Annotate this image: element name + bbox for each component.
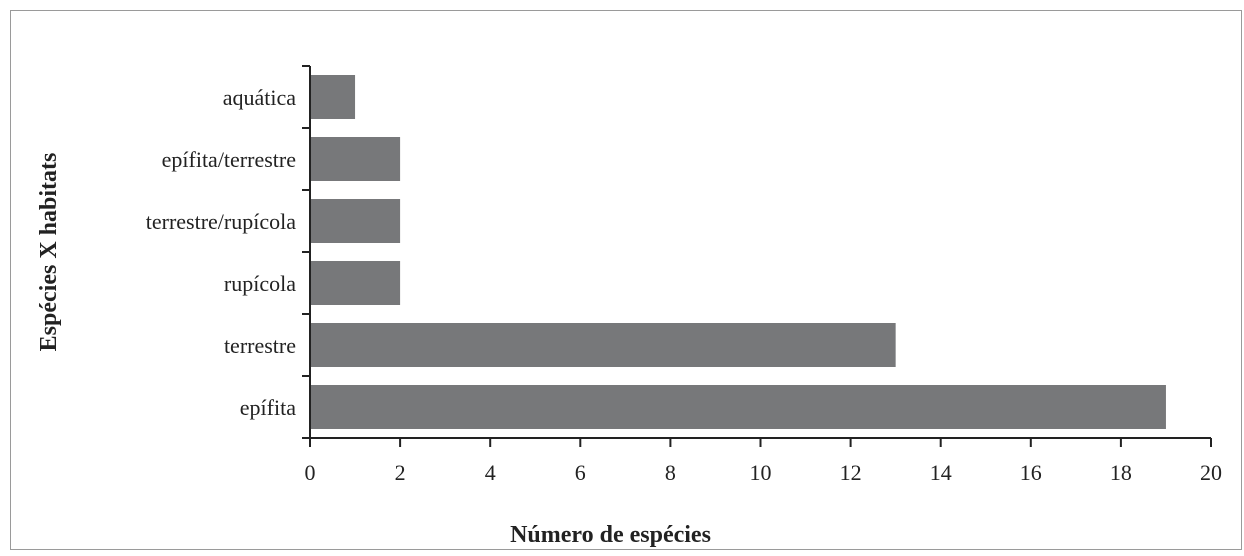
- x-tick-label: 18: [1110, 460, 1132, 485]
- x-tick-label: 16: [1020, 460, 1042, 485]
- y-tick-label: terrestre: [224, 333, 296, 358]
- y-tick-label: rupícola: [224, 271, 296, 296]
- y-axis-title: Espécies X habitats: [36, 153, 62, 352]
- x-axis-title: Número de espécies: [510, 522, 711, 548]
- bar-rup-cola: [310, 261, 401, 305]
- x-tick-label: 20: [1200, 460, 1222, 485]
- x-tick-label: 6: [575, 460, 586, 485]
- x-tick-label: 8: [665, 460, 676, 485]
- x-tick-label: 0: [305, 460, 316, 485]
- bar-ep-fita-terrestre: [310, 137, 401, 181]
- y-tick-label: epífita: [240, 395, 296, 420]
- y-tick-label: aquática: [223, 85, 297, 110]
- bar-aqu-tica: [310, 75, 356, 119]
- chart-frame: [10, 10, 1242, 550]
- x-tick-label: 12: [840, 460, 862, 485]
- x-tick-label: 4: [485, 460, 496, 485]
- bar-terrestre-rup-cola: [310, 199, 401, 243]
- x-tick-label: 2: [395, 460, 406, 485]
- x-axis: 0 2 4 6 8 10 12 14 16 18 20: [305, 437, 1222, 485]
- y-tick-label: terrestre/rupícola: [146, 209, 296, 234]
- bars-group: [310, 75, 1166, 429]
- bar-ep-fita: [310, 385, 1166, 429]
- y-tick-label: epífita/terrestre: [162, 147, 296, 172]
- x-tick-label: 14: [930, 460, 952, 485]
- x-tick-label: 10: [750, 460, 772, 485]
- y-axis: aquática epífita/terrestre terrestre/rupíc…: [146, 65, 311, 439]
- bar-terrestre: [310, 323, 896, 367]
